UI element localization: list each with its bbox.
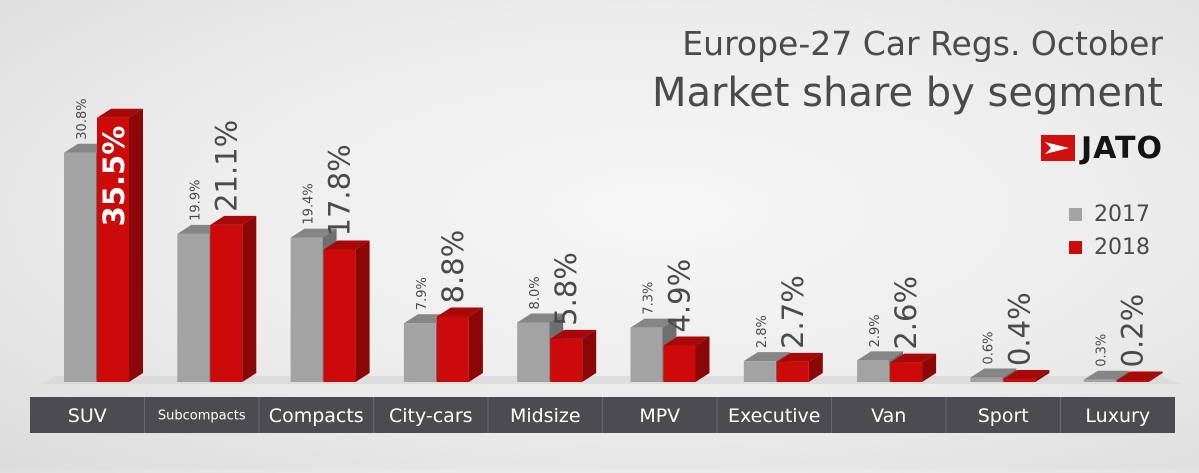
bar-2018-city-cars-top <box>436 307 483 317</box>
bar-2018-suv-label: 35.5% <box>97 126 131 227</box>
bar-2018-sport-side <box>1035 370 1050 382</box>
bar-2018-suv-side <box>129 108 143 382</box>
chart-subtitle: Market share by segment <box>651 70 1163 116</box>
bar-2017-city-cars <box>403 323 436 382</box>
bar-2018-mpv-label: 4.9% <box>663 259 697 333</box>
bar-2017-midsize-label: 8.0% <box>528 276 543 309</box>
bar-2018-suv-top <box>97 108 143 118</box>
bar-2017-mpv-top <box>630 318 677 328</box>
bar-2017-compacts-top <box>290 228 337 238</box>
bar-2017-subcompacts <box>177 233 210 382</box>
category-label-midsize: Midsize <box>510 405 581 427</box>
bar-2017-executive <box>743 361 776 382</box>
bar-2018-compacts-label: 17.8% <box>323 144 357 236</box>
bar-2017-midsize <box>517 322 550 382</box>
bar-2017-midsize-top <box>517 313 564 323</box>
bar-2017-mpv-label: 7.3% <box>642 282 657 315</box>
bar-2018-luxury-side <box>1148 371 1163 382</box>
category-label-compacts: Compacts <box>269 405 364 427</box>
category-label-van: Van <box>871 405 906 427</box>
bar-2018-city-cars <box>436 316 469 382</box>
bar-2017-compacts <box>290 237 323 382</box>
bar-2018-midsize-side <box>582 329 597 382</box>
bar-2018-sport <box>1003 379 1036 382</box>
bar-2017-van-top <box>857 351 904 361</box>
bar-2017-sport <box>970 377 1003 382</box>
bar-2017-sport-label: 0.6% <box>981 332 996 365</box>
bar-2018-van <box>890 362 923 382</box>
bar-2017-city-cars-label: 7.9% <box>415 277 430 310</box>
category-label-executive: Executive <box>728 405 821 427</box>
bar-2018-sport-label: 0.4% <box>1002 292 1036 366</box>
category-label-luxury: Luxury <box>1085 405 1150 427</box>
brand-name: JATO <box>1080 130 1163 166</box>
bar-2018-compacts-top <box>323 240 370 250</box>
bar-2018-mpv-top <box>663 336 710 346</box>
bar-2017-van-label: 2.9% <box>868 314 883 347</box>
bar-2018-midsize-top <box>550 329 597 339</box>
bar-2017-luxury-top <box>1083 370 1130 380</box>
bar-2018-subcompacts-side <box>242 215 257 382</box>
bar-2018-subcompacts-label: 21.1% <box>209 120 243 212</box>
legend-item-2018: 2018 <box>1069 235 1150 260</box>
bar-2018-midsize <box>550 338 583 382</box>
bar-2018-suv <box>97 117 129 382</box>
bar-2018-compacts <box>323 249 356 382</box>
bar-2018-executive-label: 2.7% <box>776 275 810 349</box>
bar-2017-compacts-label: 19.4% <box>302 183 317 224</box>
legend-swatch-2017 <box>1069 208 1082 221</box>
bar-2018-city-cars-side <box>468 307 483 382</box>
bar-2017-executive-top <box>743 352 790 362</box>
bar-2018-mpv <box>663 345 696 382</box>
legend-item-2017: 2017 <box>1069 202 1150 227</box>
bar-2017-subcompacts-label: 19.9% <box>188 180 203 221</box>
bar-2018-subcompacts <box>210 224 243 382</box>
bar-2018-compacts-side <box>355 240 370 382</box>
category-label-suv: SUV <box>68 405 107 427</box>
bar-2018-van-side <box>922 353 937 382</box>
chart-title: Europe-27 Car Regs. October <box>682 24 1163 63</box>
jato-logo: JATO <box>1040 130 1163 166</box>
bar-2017-van <box>857 360 890 382</box>
jato-logo-icon <box>1040 135 1075 161</box>
bar-2017-sport-top <box>970 368 1017 378</box>
bar-2018-executive-top <box>776 352 823 362</box>
bar-2018-city-cars-label: 8.8% <box>436 230 470 304</box>
bar-2018-van-top <box>890 353 937 363</box>
bar-2018-executive <box>776 361 809 382</box>
bar-2017-luxury <box>1083 379 1116 382</box>
bar-2018-mpv-side <box>695 336 710 382</box>
bar-2017-mpv <box>630 327 663 382</box>
legend-swatch-2018 <box>1069 241 1082 254</box>
category-label-city-cars: City-cars <box>389 405 473 427</box>
bar-2018-luxury <box>1116 380 1149 382</box>
bar-2018-luxury-top <box>1116 371 1163 381</box>
bar-2018-luxury-label: 0.2% <box>1116 294 1150 368</box>
bar-2018-sport-top <box>1003 370 1050 380</box>
legend-label-2018: 2018 <box>1094 235 1150 260</box>
bar-2017-suv-label: 30.8% <box>75 98 90 139</box>
bar-2018-executive-side <box>808 352 823 382</box>
category-label-sport: Sport <box>978 405 1029 427</box>
bar-2018-subcompacts-top <box>210 215 257 225</box>
legend-label-2017: 2017 <box>1094 202 1150 227</box>
bar-2017-executive-label: 2.8% <box>755 315 770 348</box>
bar-2017-suv <box>64 152 96 382</box>
bar-2018-van-label: 2.6% <box>889 276 923 350</box>
bar-2017-luxury-label: 0.3% <box>1095 334 1110 367</box>
category-label-mpv: MPV <box>639 405 680 427</box>
category-label-subcompacts: Subcompacts <box>158 409 246 424</box>
bar-2018-midsize-label: 5.8% <box>549 252 583 326</box>
